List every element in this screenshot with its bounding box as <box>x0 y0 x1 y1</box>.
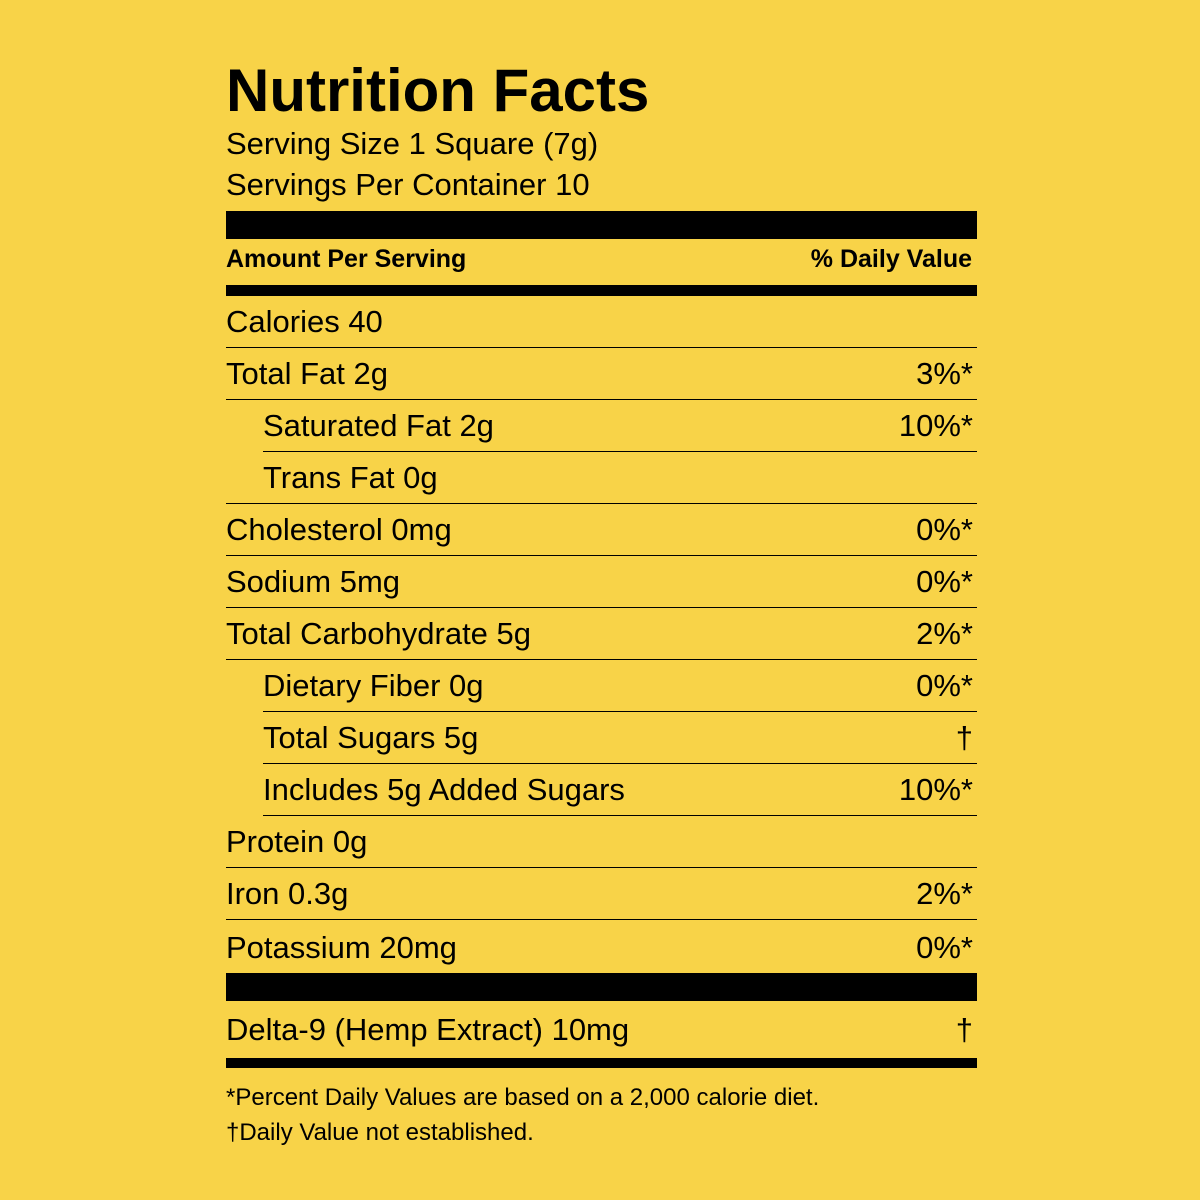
footnote-daily-values: *Percent Daily Values are based on a 2,0… <box>226 1084 820 1111</box>
nutrient-name: Trans Fat 0g <box>263 459 438 495</box>
nutrient-dv: 10%* <box>898 407 973 443</box>
nutrient-name: Calories 40 <box>226 303 383 339</box>
nutrient-name: Total Carbohydrate 5g <box>226 615 532 651</box>
nutrient-name: Dietary Fiber 0g <box>263 667 484 703</box>
nutrient-row-sodium: Sodium 5mg 0%* <box>226 556 977 608</box>
nutrient-name: Protein 0g <box>226 823 368 859</box>
nutrient-row-potassium: Potassium 20mg 0%* <box>226 920 977 976</box>
medium-divider <box>226 1058 977 1068</box>
nutrient-row-protein: Protein 0g <box>226 816 977 868</box>
nutrient-dv: † <box>955 719 973 755</box>
daily-value-label: % Daily Value <box>810 245 972 273</box>
nutrient-row-added-sugars: Includes 5g Added Sugars 10%* <box>263 764 977 816</box>
nutrient-name: Total Sugars 5g <box>263 719 479 755</box>
nutrient-row-total-carbohydrate: Total Carbohydrate 5g 2%* <box>226 608 977 660</box>
nutrient-name: Total Fat 2g <box>226 355 388 391</box>
column-header: Amount Per Serving % Daily Value <box>226 245 972 274</box>
thick-divider <box>226 973 977 1001</box>
nutrient-dv: 2%* <box>916 875 973 911</box>
nutrient-row-total-sugars: Total Sugars 5g † <box>263 712 977 764</box>
thick-divider <box>226 211 977 239</box>
nutrient-name: Sodium 5mg <box>226 563 401 599</box>
nutrient-name: Saturated Fat 2g <box>263 407 494 443</box>
nutrient-list: Calories 40 Total Fat 2g 3%* Saturated Fa… <box>226 296 977 976</box>
nutrient-name: Cholesterol 0mg <box>226 511 452 547</box>
nutrient-dv: 2%* <box>916 615 973 651</box>
nutrient-dv: 0%* <box>916 563 973 599</box>
footnote-not-established: †Daily Value not established. <box>226 1119 534 1146</box>
nutrient-dv: 0%* <box>916 930 973 965</box>
nutrient-row-iron: Iron 0.3g 2%* <box>226 868 977 920</box>
nutrient-row-trans-fat: Trans Fat 0g <box>226 452 977 504</box>
nutrient-name: Potassium 20mg <box>226 930 457 965</box>
nutrient-row-saturated-fat: Saturated Fat 2g 10%* <box>263 400 977 452</box>
nutrient-row-dietary-fiber: Dietary Fiber 0g 0%* <box>263 660 977 712</box>
nutrient-dv: 0%* <box>916 667 973 703</box>
nutrient-dv: 3%* <box>916 355 973 391</box>
servings-per-container: Servings Per Container 10 <box>226 167 590 202</box>
amount-per-serving-label: Amount Per Serving <box>226 245 467 273</box>
nutrient-name: Includes 5g Added Sugars <box>263 771 625 807</box>
nutrient-dv: 10%* <box>898 771 973 807</box>
nutrient-row-total-fat: Total Fat 2g 3%* <box>226 348 977 400</box>
nutrient-row-calories: Calories 40 <box>226 296 977 348</box>
nutrient-name: Iron 0.3g <box>226 875 349 911</box>
serving-size: Serving Size 1 Square (7g) <box>226 126 599 161</box>
nutrient-dv: 0%* <box>916 511 973 547</box>
nutrient-row-cholesterol: Cholesterol 0mg 0%* <box>226 504 977 556</box>
nutrient-name: Delta-9 (Hemp Extract) 10mg <box>226 1011 630 1047</box>
label-title: Nutrition Facts <box>226 57 650 124</box>
nutrient-dv: † <box>955 1011 973 1047</box>
medium-divider <box>226 285 977 296</box>
nutrient-row-delta-9: Delta-9 (Hemp Extract) 10mg † <box>226 1001 977 1058</box>
